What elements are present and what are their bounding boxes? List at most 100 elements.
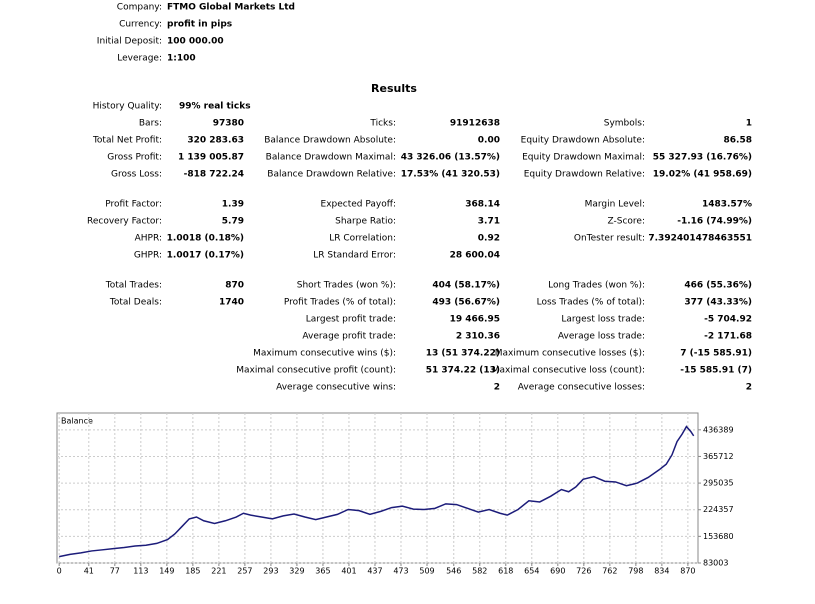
result-label: Long Trades (won %): [548,281,645,291]
result-label: Average loss trade: [558,332,645,342]
result-value: 404 (58.17%) [432,281,500,291]
x-tick-label: 0 [57,567,62,576]
result-label: Average consecutive wins: [276,383,396,393]
result-value: -818 722.24 [184,170,244,180]
field-label: Company: [117,3,162,13]
x-tick-label: 546 [446,567,461,576]
result-label: Ticks: [369,119,396,129]
x-tick-label: 221 [211,567,226,576]
result-label: Balance Drawdown Absolute: [264,136,396,146]
result-label: OnTester result: [574,234,645,244]
result-value: 1.0018 (0.18%) [167,234,244,244]
result-value: 19 466.95 [450,315,500,325]
x-tick-label: 77 [110,567,120,576]
x-tick-label: 834 [654,567,669,576]
result-label: Balance Drawdown Relative: [267,170,396,180]
result-label: Balance Drawdown Maximal: [266,153,396,163]
x-tick-label: 582 [472,567,487,576]
field-value: FTMO Global Markets Ltd [167,3,295,13]
x-tick-label: 149 [159,567,174,576]
result-value: 5.79 [222,217,244,227]
result-value: 1740 [219,298,244,308]
result-value: 320 283.63 [187,136,244,146]
result-value: 55 327.93 (16.76%) [653,153,752,163]
results-title: Results [371,82,417,95]
result-value: 870 [225,281,244,291]
result-value: 3.71 [478,217,500,227]
result-label: Total Deals: [109,298,162,308]
result-value: 43 326.06 (13.57%) [401,153,500,163]
result-value: 493 (56.67%) [432,298,500,308]
x-tick-label: 257 [237,567,252,576]
result-label: Sharpe Ratio: [335,217,396,227]
field-value: 1:100 [167,54,196,64]
x-tick-label: 618 [498,567,513,576]
balance-line [59,425,695,558]
result-label: Average profit trade: [302,332,396,342]
field-value: 99% real ticks [179,102,251,112]
field-label: Leverage: [117,54,162,64]
y-tick-label: 436389 [703,425,734,434]
field-label: Currency: [119,20,162,30]
x-tick-label: 437 [367,567,382,576]
result-label: Gross Loss: [111,170,162,180]
result-value: 1 [746,119,752,129]
y-tick-label: 83003 [703,559,728,568]
result-label: Equity Drawdown Relative: [524,170,645,180]
result-value: 377 (43.33%) [684,298,752,308]
result-label: Loss Trades (% of total): [537,298,645,308]
chart-title: Balance [61,417,93,426]
result-value: 86.58 [724,136,752,146]
result-value: 28 600.04 [450,251,500,261]
x-tick-label: 654 [524,567,539,576]
result-label: Expected Payoff: [321,200,396,210]
result-value: 0.00 [478,136,500,146]
x-tick-label: 329 [289,567,304,576]
result-label: Maximal consecutive loss (count): [492,366,645,376]
result-value: 1 139 005.87 [178,153,244,163]
result-label: Equity Drawdown Absolute: [521,136,645,146]
result-value: 2 [494,383,500,393]
result-label: Maximum consecutive wins ($): [253,349,396,359]
result-label: Maximal consecutive profit (count): [236,366,396,376]
x-tick-label: 293 [263,567,278,576]
x-tick-label: 365 [315,567,330,576]
result-label: Margin Level: [585,200,645,210]
result-value: 0.92 [478,234,500,244]
field-label: History Quality: [93,102,162,112]
result-label: GHPR: [134,251,162,261]
field-label: Initial Deposit: [97,37,162,47]
result-label: Maximum consecutive losses ($): [495,349,645,359]
result-value: 51 374.22 (13) [426,366,500,376]
result-value: 19.02% (41 958.69) [653,170,752,180]
x-tick-label: 762 [602,567,617,576]
result-label: Profit Trades (% of total): [284,298,396,308]
x-tick-label: 726 [576,567,591,576]
x-tick-label: 798 [628,567,643,576]
x-tick-label: 870 [680,567,695,576]
result-value: 7.392401478463551 [648,234,752,244]
result-label: Total Trades: [105,281,162,291]
x-tick-label: 185 [185,567,200,576]
result-label: Symbols: [604,119,645,129]
result-value: 7 (-15 585.91) [680,349,752,359]
result-value: 1.0017 (0.17%) [167,251,244,261]
result-label: Recovery Factor: [87,217,162,227]
y-tick-label: 224357 [703,505,734,514]
result-label: Largest profit trade: [306,315,396,325]
result-label: LR Correlation: [329,234,396,244]
result-value: 2 310.36 [456,332,500,342]
result-label: Profit Factor: [105,200,162,210]
result-value: -1.16 (74.99%) [677,217,752,227]
result-label: Z-Score: [608,217,646,227]
result-label: Bars: [139,119,162,129]
result-value: -5 704.92 [704,315,752,325]
y-tick-label: 295035 [703,479,734,488]
result-label: Total Net Profit: [92,136,162,146]
x-tick-label: 690 [550,567,565,576]
result-label: LR Standard Error: [313,251,396,261]
result-label: Equity Drawdown Maximal: [522,153,645,163]
result-value: 97380 [213,119,244,129]
result-label: Largest loss trade: [561,315,645,325]
